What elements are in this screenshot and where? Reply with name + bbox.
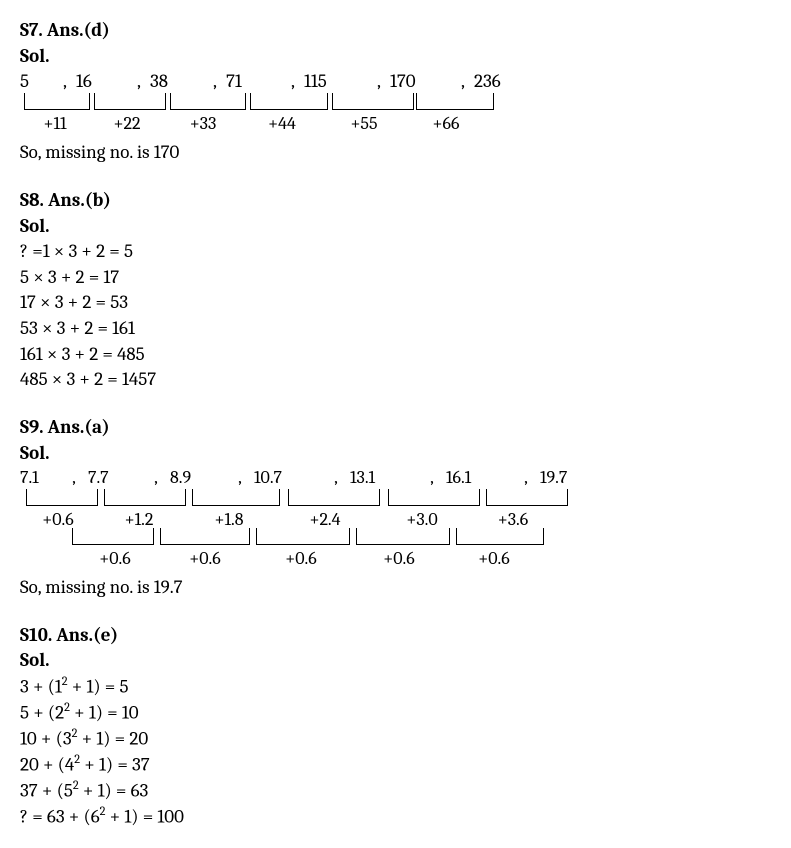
diff-bracket [24,93,90,110]
diff-bracket [94,93,166,110]
diff2-value: +0.6 [72,547,158,571]
s9-conclusion: So, missing no. is 19.7 [20,575,771,601]
working-line: 10 + (32 + 1) = 20 [20,726,771,752]
diff-value: +66 [406,112,486,136]
diff-bracket [388,489,480,506]
series-term: 7.7 [88,466,142,490]
solution-s9: S9. Ans.(a) Sol. 7.1,7.7,8.9,10.7,13.1,1… [20,415,771,601]
s10-sol-label: Sol. [20,648,771,674]
working-line: 161 × 3 + 2 = 485 [20,342,771,368]
diff-value: +33 [164,112,242,136]
s7-sol-label: Sol. [20,44,771,70]
diff-bracket [486,489,568,506]
comma: , [282,69,304,95]
series-term: 5 [20,69,54,95]
comma: , [452,69,474,95]
series-term: 170 [390,69,452,95]
series-term: 7.1 [20,466,60,490]
comma: , [512,466,540,490]
working-line: 17 × 3 + 2 = 53 [20,290,771,316]
working-line: 5 × 3 + 2 = 17 [20,265,771,291]
s10-working: 3 + (12 + 1) = 55 + (22 + 1) = 1010 + (3… [20,674,771,830]
diff-bracket [416,93,494,110]
solution-s7: S7. Ans.(d) Sol. 5,16,38,71,115,170,236+… [20,18,771,166]
diff-bracket [332,93,414,110]
working-line: 53 × 3 + 2 = 161 [20,316,771,342]
comma: , [142,466,170,490]
comma: , [60,466,88,490]
working-line: 3 + (12 + 1) = 5 [20,674,771,700]
series-term: 13.1 [350,466,418,490]
diff-bracket [104,489,186,506]
s8-sol-label: Sol. [20,214,771,240]
s9-heading: S9. Ans.(a) [20,415,771,441]
s9-sol-label: Sol. [20,441,771,467]
s7-heading: S7. Ans.(d) [20,18,771,44]
comma: , [226,466,254,490]
diff2-bracket [160,528,250,545]
series-term: 71 [226,69,282,95]
series-term: 115 [304,69,368,95]
series-term: 16 [76,69,128,95]
diff-value: +22 [90,112,164,136]
series-term: 10.7 [254,466,322,490]
s8-heading: S8. Ans.(b) [20,188,771,214]
series-term: 19.7 [540,466,590,490]
working-line: ? = 63 + (62 + 1) = 100 [20,804,771,830]
diff2-bracket [456,528,544,545]
comma: , [128,69,150,95]
diff2-value: +0.6 [158,547,252,571]
working-line: 485 × 3 + 2 = 1457 [20,367,771,393]
diff2-bracket [72,528,154,545]
s7-series-diagram: 5,16,38,71,115,170,236+11+22+33+44+55+66 [20,69,771,140]
diff-value: +44 [242,112,322,136]
working-line: 5 + (22 + 1) = 10 [20,700,771,726]
diff-value: +11 [20,112,90,136]
comma: , [322,466,350,490]
series-term: 8.9 [170,466,226,490]
diff2-value: +0.6 [252,547,350,571]
comma: , [368,69,390,95]
diff2-bracket [356,528,450,545]
diff-value: +55 [322,112,406,136]
diff2-value: +0.6 [448,547,540,571]
series-term: 236 [474,69,524,95]
diff-bracket [192,489,280,506]
diff2-bracket [256,528,350,545]
solution-s10: S10. Ans.(e) Sol. 3 + (12 + 1) = 55 + (2… [20,623,771,830]
diff-bracket [250,93,328,110]
s10-heading: S10. Ans.(e) [20,623,771,649]
s9-series-diagram: 7.1,7.7,8.9,10.7,13.1,16.1,19.7+0.6+1.2+… [20,466,771,575]
diff-bracket [288,489,380,506]
working-line: ? =1 × 3 + 2 = 5 [20,239,771,265]
series-term: 38 [150,69,204,95]
series-term: 16.1 [446,466,512,490]
solution-s8: S8. Ans.(b) Sol. ? =1 × 3 + 2 = 55 × 3 +… [20,188,771,393]
s8-working: ? =1 × 3 + 2 = 55 × 3 + 2 = 1717 × 3 + 2… [20,239,771,393]
s7-conclusion: So, missing no. is 170 [20,140,771,166]
working-line: 37 + (52 + 1) = 63 [20,778,771,804]
diff-bracket [170,93,246,110]
comma: , [418,466,446,490]
comma: , [204,69,226,95]
diff2-value: +0.6 [350,547,448,571]
comma: , [54,69,76,95]
diff-bracket [26,489,98,506]
working-line: 20 + (42 + 1) = 37 [20,752,771,778]
